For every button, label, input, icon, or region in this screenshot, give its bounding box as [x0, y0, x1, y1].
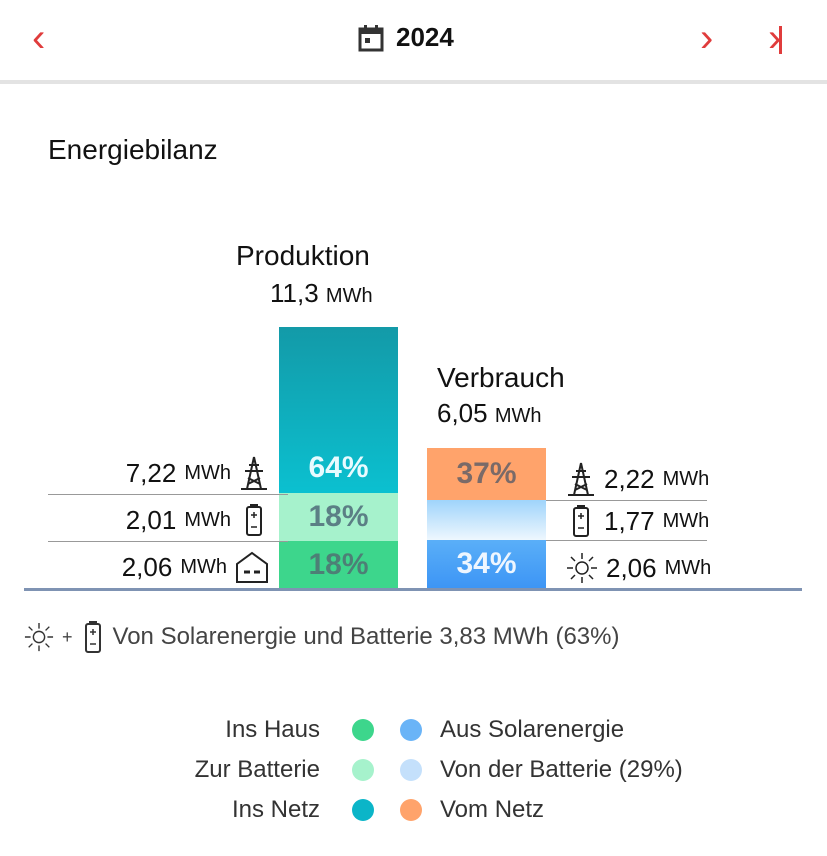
- legend-ins-netz: Ins Netz: [231, 796, 320, 823]
- power-pylon-icon: [241, 456, 267, 490]
- legend-dot: [400, 759, 422, 781]
- year-label: 2024: [396, 22, 454, 52]
- production-total: 11,3 MWh: [270, 278, 373, 308]
- production-label: Produktion: [236, 240, 370, 271]
- divider: [546, 540, 707, 541]
- legend-aus-solarenergie: Aus Solarenergie: [440, 716, 625, 743]
- legend-zur-batterie: Zur Batterie: [194, 756, 320, 783]
- baseline: [24, 588, 802, 591]
- legend-dot: [352, 719, 374, 741]
- consumption-label: Verbrauch: [437, 362, 565, 393]
- consumption-grid-value: 2,22 MWh: [566, 462, 709, 496]
- legend-dot: [400, 799, 422, 821]
- consumption-segment-solar: 34%: [427, 540, 546, 588]
- battery-icon: [84, 621, 101, 653]
- battery-icon: [246, 504, 262, 536]
- consumption-battery-value: 1,77 MWh: [566, 504, 709, 538]
- power-pylon-icon: [568, 462, 594, 496]
- legend-ins-haus: Ins Haus: [225, 716, 320, 743]
- production-grid-value: 7,22 MWh: [126, 456, 269, 490]
- period-selector[interactable]: 2024: [358, 22, 454, 53]
- production-segment-house: 18%: [279, 541, 398, 588]
- divider: [546, 500, 707, 501]
- sun-icon: [567, 553, 597, 583]
- production-segment-grid: 64%: [279, 327, 398, 493]
- consumption-total: 6,05 MWh: [437, 398, 542, 428]
- legend-von-der-batterie: Von der Batterie (29%): [440, 756, 683, 783]
- consumption-solar-value: 2,06 MWh: [566, 552, 711, 584]
- self-supply-summary: + Von Solarenergie und Batterie 3,83 MWh…: [24, 620, 619, 654]
- production-house-value: 2,06 MWh: [122, 550, 269, 584]
- production-segment-battery: 18%: [279, 493, 398, 541]
- previous-button[interactable]: ‹: [32, 16, 46, 60]
- calendar-icon: [358, 24, 384, 51]
- legend-vom-netz: Vom Netz: [440, 796, 545, 823]
- consumption-segment-battery: [427, 500, 546, 540]
- sun-icon: [24, 622, 54, 652]
- house-icon: [236, 551, 268, 583]
- legend-dot: [400, 719, 422, 741]
- production-battery-value: 2,01 MWh: [126, 503, 269, 537]
- divider: [48, 494, 288, 495]
- consumption-segment-grid: 37%: [427, 448, 546, 500]
- period-header: ‹ 2024 › ›: [0, 0, 827, 84]
- legend-dot: [352, 759, 374, 781]
- next-button[interactable]: ›: [700, 16, 714, 60]
- last-period-button[interactable]: ›: [768, 16, 783, 60]
- battery-icon: [573, 505, 589, 537]
- legend-dot: [352, 799, 374, 821]
- divider: [48, 541, 288, 542]
- page-title: Energiebilanz: [48, 134, 218, 165]
